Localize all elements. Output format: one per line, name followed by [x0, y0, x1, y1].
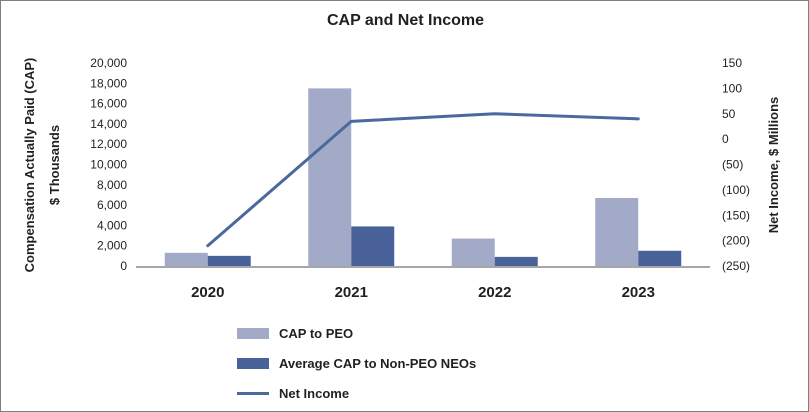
right-axis-tick: (50) — [722, 158, 743, 172]
left-axis-title-line2: $ Thousands — [47, 125, 62, 205]
x-axis-label-2020: 2020 — [191, 284, 224, 301]
bar-cap-to-peo-2023 — [595, 197, 639, 266]
right-axis-title: Net Income, $ Millions — [766, 97, 781, 234]
legend-label-avg-cap-non-peo: Average CAP to Non-PEO NEOs — [279, 355, 477, 371]
left-axis-tick: 18,000 — [90, 76, 127, 90]
bars-layer — [164, 88, 682, 266]
legend-swatch-net-income — [237, 391, 269, 395]
line-net-income — [206, 112, 640, 248]
x-axis-label-2021: 2021 — [335, 284, 368, 301]
bar-cap-to-peo-2020 — [164, 252, 208, 266]
left-axis-tick: 12,000 — [90, 137, 127, 151]
x-axis-label-2022: 2022 — [478, 284, 511, 301]
bar-average-cap-to-non-peo-neos-2023 — [638, 250, 682, 266]
left-axis-tick: 10,000 — [90, 158, 127, 172]
left-axis-title-line1: Compensation Actually Paid (CAP) — [22, 58, 37, 273]
legend-item-avg-cap-non-peo: Average CAP to Non-PEO NEOs — [237, 348, 476, 378]
left-axis-tick: 0 — [120, 259, 127, 273]
left-axis-tick: 16,000 — [90, 97, 127, 111]
legend-item-net-income: Net Income — [237, 378, 476, 408]
bar-average-cap-to-non-peo-neos-2020 — [207, 255, 251, 266]
right-axis-tick: 100 — [722, 81, 742, 95]
left-axis-tick: 20,000 — [90, 56, 127, 70]
right-axis-tick: 0 — [722, 132, 729, 146]
right-axis-tick: (250) — [722, 259, 750, 273]
right-axis-tick: (150) — [722, 208, 750, 222]
legend-swatch-avg-cap-non-peo — [237, 357, 269, 369]
right-axis-tick: 150 — [722, 56, 742, 70]
bar-average-cap-to-non-peo-neos-2022 — [494, 256, 538, 266]
legend-label-cap-to-peo: CAP to PEO — [279, 325, 354, 341]
chart-title: CAP and Net Income — [326, 12, 485, 29]
bar-cap-to-peo-2022 — [451, 238, 495, 266]
legend: CAP to PEO Average CAP to Non-PEO NEOs N… — [237, 318, 476, 408]
right-axis-tick: (100) — [722, 183, 750, 197]
left-axis-tick: 14,000 — [90, 117, 127, 131]
axis-tick-labels: 20,000 18,000 16,000 14,000 12,000 10,000 8,00… — [90, 56, 750, 273]
bar-average-cap-to-non-peo-neos-2021 — [351, 226, 395, 266]
legend-item-cap-to-peo: CAP to PEO — [237, 318, 476, 348]
left-axis-tick: 2,000 — [97, 239, 127, 253]
right-axis-tick: 50 — [722, 107, 736, 121]
left-axis-tick: 6,000 — [97, 198, 127, 212]
left-axis-tick: 4,000 — [97, 218, 127, 232]
x-axis-label-2023: 2023 — [622, 284, 655, 301]
right-axis-tick: (200) — [722, 234, 750, 248]
legend-label-net-income: Net Income — [279, 385, 350, 401]
net-income-line-layer — [206, 112, 640, 248]
legend-swatch-cap-to-peo — [237, 327, 269, 339]
x-axis-labels: 2020 2021 2022 2023 — [191, 284, 655, 301]
bar-cap-to-peo-2021 — [308, 88, 352, 266]
left-axis-tick: 8,000 — [97, 178, 127, 192]
